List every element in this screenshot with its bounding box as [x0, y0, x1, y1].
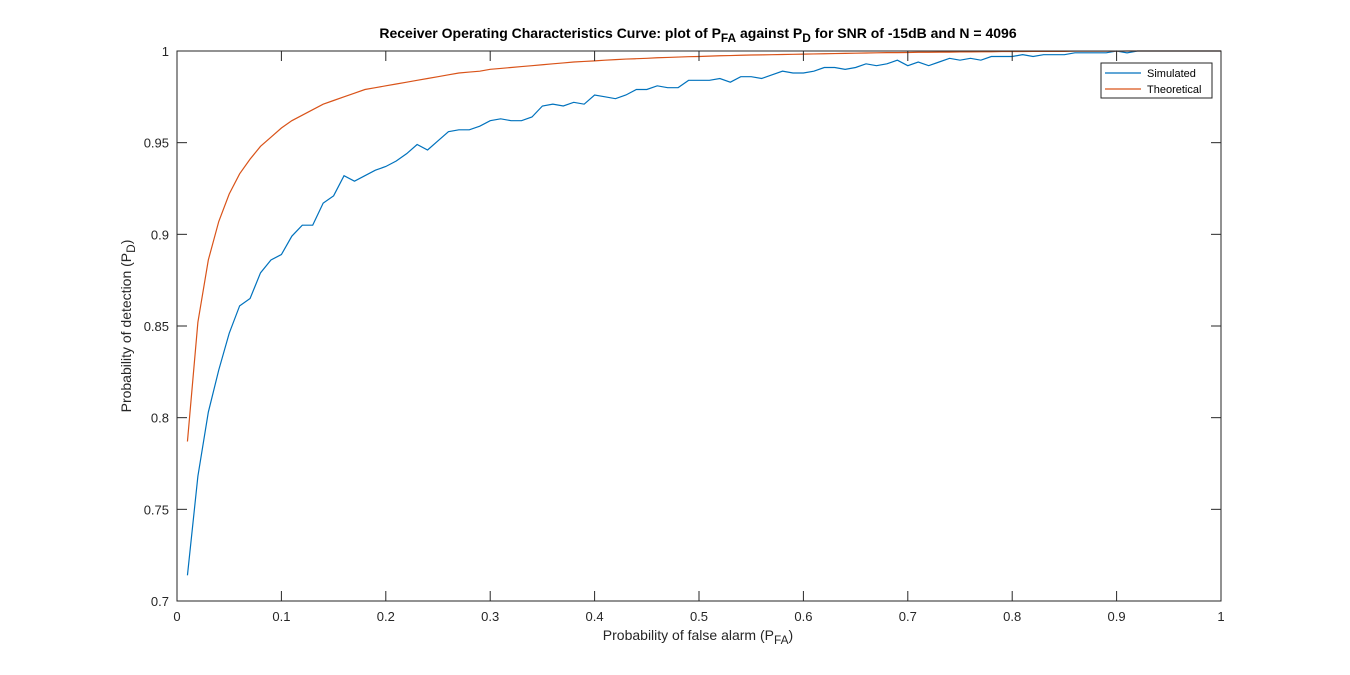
tick-labels: 0 0.1 0.2 0.3 0.4 0.5 0.6 0.7 0.8 0.9 1 0.7 0.75 0.8 0…	[144, 44, 1225, 624]
x-tick-label: 0	[173, 609, 180, 624]
series-line-simulated	[186, 50, 1221, 576]
y-tick-label: 0.7	[151, 594, 169, 609]
text-run: against P	[736, 25, 802, 41]
x-tick-label: 0.5	[690, 609, 708, 624]
chart-title: Receiver Operating Characteristics Curve…	[379, 25, 1016, 45]
text-run: Receiver Operating Characteristics Curve…	[379, 25, 721, 41]
y-tick-label: 0.8	[151, 411, 169, 426]
x-tick-label: 0.2	[377, 609, 395, 624]
subscript: D	[802, 31, 811, 45]
plot-area	[177, 51, 1221, 601]
subscript: FA	[774, 633, 789, 647]
legend-label-theoretical: Theoretical	[1147, 84, 1201, 96]
text-run: for SNR of -15dB and N = 4096	[811, 25, 1017, 41]
x-tick-label: 0.6	[794, 609, 812, 624]
text-run: Probability of detection (P	[118, 253, 134, 413]
x-tick-label: 1	[1217, 609, 1224, 624]
x-axis-label: Probability of false alarm (PFA)	[603, 627, 793, 647]
tick-marks	[176, 50, 1222, 602]
y-tick-label: 1	[162, 44, 169, 59]
y-tick-label: 0.75	[144, 502, 169, 517]
legend-label-simulated: Simulated	[1147, 68, 1196, 80]
subscript: FA	[721, 31, 737, 45]
legend: Simulated Theoretical	[1100, 62, 1213, 99]
x-tick-label: 0.4	[586, 609, 604, 624]
x-tick-label: 0.3	[481, 609, 499, 624]
x-tick-label: 0.8	[1003, 609, 1021, 624]
subscript: D	[124, 244, 138, 253]
text-run: Probability of false alarm (P	[603, 627, 774, 643]
x-tick-label: 0.1	[272, 609, 290, 624]
legend-box	[1100, 62, 1213, 99]
x-tick-label: 0.9	[1108, 609, 1126, 624]
y-tick-label: 0.95	[144, 136, 169, 151]
y-axis-label: Probability of detection (PD)	[118, 240, 138, 413]
text-run: )	[118, 240, 134, 245]
y-tick-label: 0.85	[144, 319, 169, 334]
y-tick-label: 0.9	[151, 227, 169, 242]
text-run: )	[789, 627, 794, 643]
plot-background	[177, 51, 1221, 601]
x-tick-label: 0.7	[899, 609, 917, 624]
